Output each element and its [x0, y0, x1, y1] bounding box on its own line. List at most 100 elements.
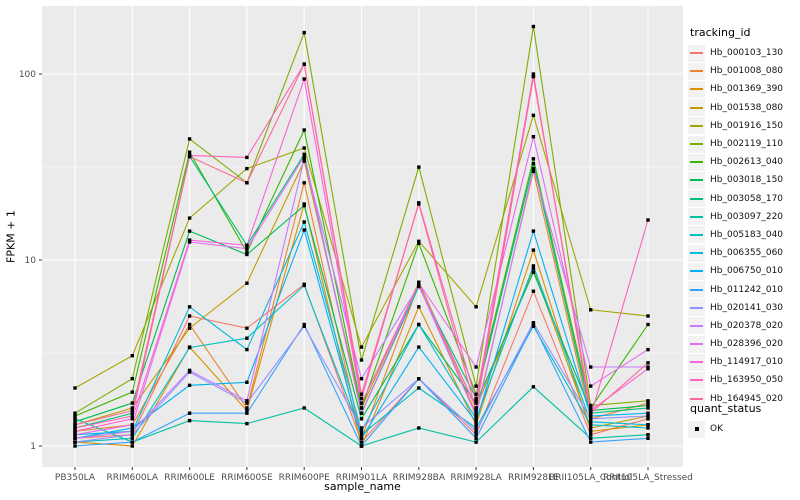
legend-item: Hb_001369_390 — [688, 80, 800, 98]
data-point — [531, 322, 536, 327]
data-point — [589, 436, 593, 440]
legend-key-line-icon — [690, 124, 703, 127]
data-point — [531, 324, 536, 328]
data-point — [302, 220, 306, 224]
x-tick-label: RRIM928BA — [393, 473, 446, 483]
x-tick-label: RRIM600LE — [164, 473, 215, 483]
data-point — [589, 426, 593, 430]
data-point — [531, 321, 536, 325]
data-point — [646, 411, 650, 415]
data-point — [245, 399, 249, 403]
data-point — [130, 401, 134, 405]
data-point — [531, 270, 536, 274]
data-point — [474, 365, 478, 369]
legend-item: Hb_163950_050 — [688, 371, 800, 389]
legend-item-label: Hb_003097_220 — [710, 211, 784, 222]
data-point — [589, 411, 593, 415]
legend-key — [688, 190, 705, 208]
legend-item: Hb_114917_010 — [688, 353, 800, 371]
legend-key-line-icon — [690, 379, 703, 382]
data-point — [302, 128, 306, 132]
data-point — [130, 423, 134, 427]
data-point — [245, 326, 249, 330]
data-point — [245, 408, 249, 413]
legend-key — [688, 371, 705, 389]
legend-item-label: Hb_005183_040 — [710, 229, 784, 240]
data-point — [187, 418, 192, 423]
data-point — [531, 74, 536, 79]
data-point — [245, 421, 249, 426]
data-point — [531, 229, 536, 233]
data-point — [417, 282, 421, 286]
data-point — [130, 433, 134, 437]
legend-item: Hb_003097_220 — [688, 208, 800, 226]
data-point — [474, 411, 478, 415]
data-point — [73, 433, 77, 437]
data-point — [245, 166, 249, 171]
data-point — [589, 406, 593, 410]
data-point — [646, 314, 650, 318]
data-point — [245, 411, 249, 415]
legend-item-label: Hb_003018_150 — [710, 175, 784, 186]
data-point — [417, 305, 421, 309]
legend-key-line-icon — [690, 52, 703, 55]
legend-key — [688, 80, 705, 98]
y-axis-title: FPKM + 1 — [4, 210, 18, 263]
legend-item: Hb_020141_030 — [688, 299, 800, 317]
data-point — [187, 383, 192, 387]
data-point — [531, 72, 536, 76]
legend-item: Hb_001916_150 — [688, 117, 800, 135]
data-point — [417, 202, 421, 206]
data-point — [302, 228, 306, 232]
data-point — [417, 345, 421, 349]
data-point — [187, 322, 192, 327]
legend-item-label: Hb_020141_030 — [710, 302, 784, 313]
data-point — [531, 166, 536, 171]
legend-item: Hb_002613_040 — [688, 153, 800, 171]
data-point — [531, 385, 536, 389]
data-point — [417, 165, 421, 169]
data-point — [302, 181, 306, 185]
data-point — [417, 322, 421, 327]
data-point — [474, 423, 478, 427]
legend-entries: Hb_000103_130 Hb_001008_080 Hb_001369_390 H… — [688, 44, 800, 408]
data-point — [589, 365, 593, 369]
legend-item-label: Hb_006355_060 — [710, 248, 784, 259]
data-point — [531, 266, 536, 271]
legend-key — [688, 262, 705, 280]
data-point — [589, 440, 593, 444]
y-tick-label: 1 — [30, 442, 36, 452]
legend-key-line-icon — [690, 343, 703, 346]
legend-key — [688, 171, 705, 189]
legend-key-line-icon — [690, 215, 703, 218]
data-point — [302, 159, 306, 163]
legend-key-line-icon — [690, 233, 703, 236]
y-tick-label: 100 — [19, 70, 36, 80]
legend-key-line-icon — [690, 306, 703, 309]
data-point — [359, 436, 364, 440]
data-point — [245, 380, 249, 384]
x-tick-label: RRII105LA_Stressed — [603, 473, 693, 483]
data-point — [245, 247, 249, 251]
legend-key-line-icon — [690, 88, 703, 91]
data-point — [187, 411, 192, 415]
data-point — [646, 423, 650, 427]
data-point — [359, 417, 364, 421]
legend-item: Hb_006750_010 — [688, 262, 800, 280]
data-point — [646, 218, 650, 222]
data-point — [646, 399, 650, 403]
data-point — [73, 423, 77, 427]
legend-quant: quant_status OK — [688, 402, 800, 438]
data-point — [130, 429, 134, 433]
legend-key-line-icon — [690, 288, 703, 291]
legend-key — [688, 153, 705, 171]
data-point — [589, 423, 593, 427]
data-point — [531, 289, 536, 293]
data-point — [359, 440, 364, 444]
legend-item: OK — [688, 420, 800, 438]
legend-key — [688, 117, 705, 135]
legend-item-label: Hb_001538_080 — [710, 102, 784, 113]
data-point — [302, 203, 306, 208]
data-point — [589, 417, 593, 421]
